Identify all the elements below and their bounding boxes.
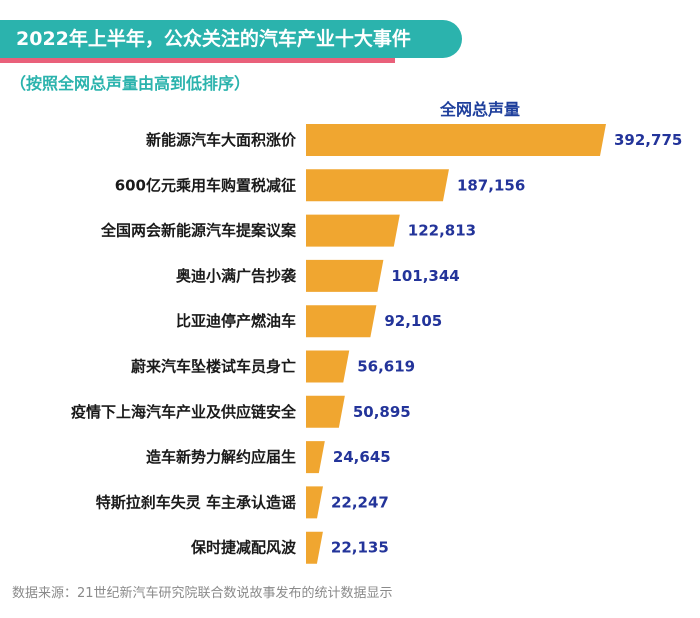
bar [306,350,350,383]
bar [306,169,449,202]
bar [306,214,400,247]
series-header: 全网总声量 [440,100,521,119]
value-label: 22,247 [331,493,389,511]
value-label: 101,344 [391,267,459,285]
bar [306,259,384,292]
title-underline [0,58,395,63]
chart-subtitle: （按照全网总声量由高到低排序） [10,74,251,93]
value-label: 392,775 [614,131,682,149]
value-label: 122,813 [408,222,476,240]
value-label: 187,156 [457,176,525,194]
bar [306,305,377,338]
category-label: 600亿元乘用车购置税减征 [115,176,296,194]
chart-title: 2022年上半年，公众关注的汽车产业十大事件 [16,28,411,50]
value-label: 56,619 [357,358,415,376]
source-note: 数据来源：21世纪新汽车研究院联合数说故事发布的统计数据显示 [12,586,393,601]
category-label: 比亚迪停产燃油车 [176,312,296,330]
value-label: 92,105 [384,312,442,330]
bar [306,441,325,474]
title-banner: 2022年上半年，公众关注的汽车产业十大事件 [0,20,462,58]
category-label: 造车新势力解约应届生 [146,448,296,466]
category-label: 新能源汽车大面积涨价 [146,131,297,149]
category-label: 保时捷减配风波 [190,539,297,557]
value-label: 24,645 [333,448,391,466]
bar [306,486,323,519]
category-label: 全国两会新能源汽车提案议案 [100,222,297,240]
bar [306,395,345,428]
category-label: 蔚来汽车坠楼试车员身亡 [131,358,296,376]
value-label: 22,135 [331,539,389,557]
category-label: 疫情下上海汽车产业及供应链安全 [71,403,297,421]
bar [306,531,323,564]
bar [306,124,606,156]
category-label: 特斯拉刹车失灵 车主承认造谣 [96,493,296,511]
category-label: 奥迪小满广告抄袭 [176,267,297,285]
value-label: 50,895 [353,403,411,421]
